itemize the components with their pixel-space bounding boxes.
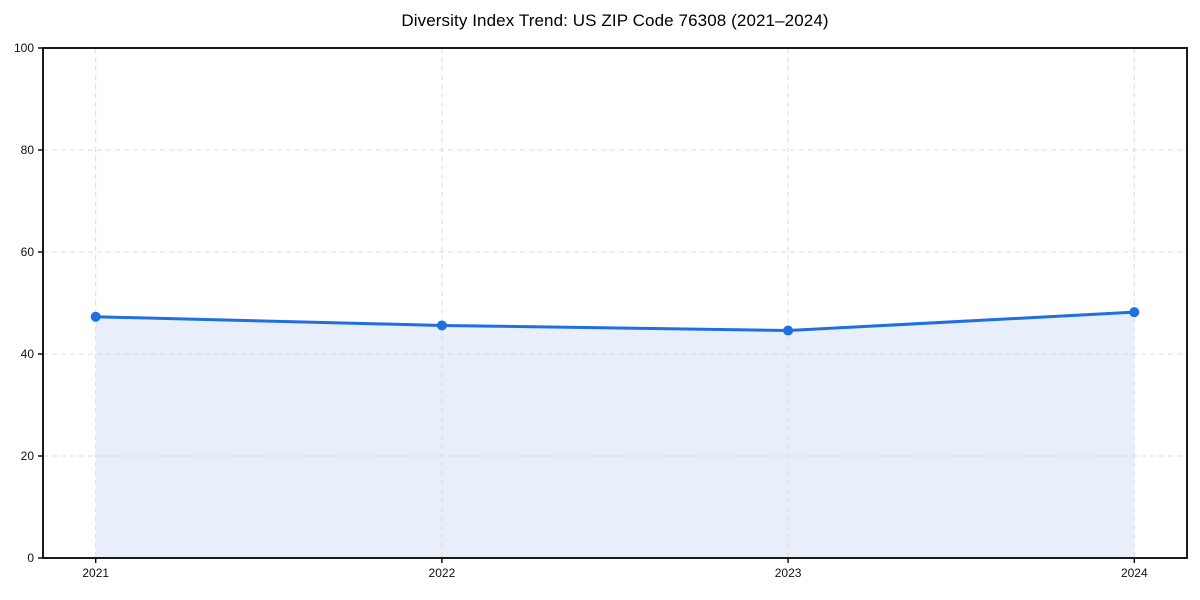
series-area-fill <box>95 312 1135 558</box>
chart-title: Diversity Index Trend: US ZIP Code 76308… <box>401 11 829 30</box>
data-point-2021 <box>90 311 101 322</box>
x-tick-label-2024: 2024 <box>1121 566 1148 580</box>
y-tick-label-20: 20 <box>21 449 35 463</box>
data-point-2022 <box>436 320 447 331</box>
data-point-2023 <box>783 325 794 336</box>
y-tick-label-60: 60 <box>21 245 35 259</box>
x-tick-label-2021: 2021 <box>82 566 109 580</box>
y-tick-label-100: 100 <box>14 41 34 55</box>
y-tick-label-40: 40 <box>21 347 35 361</box>
data-point-2024 <box>1129 307 1140 318</box>
y-tick-label-0: 0 <box>27 551 34 565</box>
x-tick-label-2023: 2023 <box>775 566 802 580</box>
x-tick-label-2022: 2022 <box>429 566 456 580</box>
plot-border <box>42 47 1188 559</box>
y-tick-label-80: 80 <box>21 143 35 157</box>
series-line <box>94 310 1136 333</box>
